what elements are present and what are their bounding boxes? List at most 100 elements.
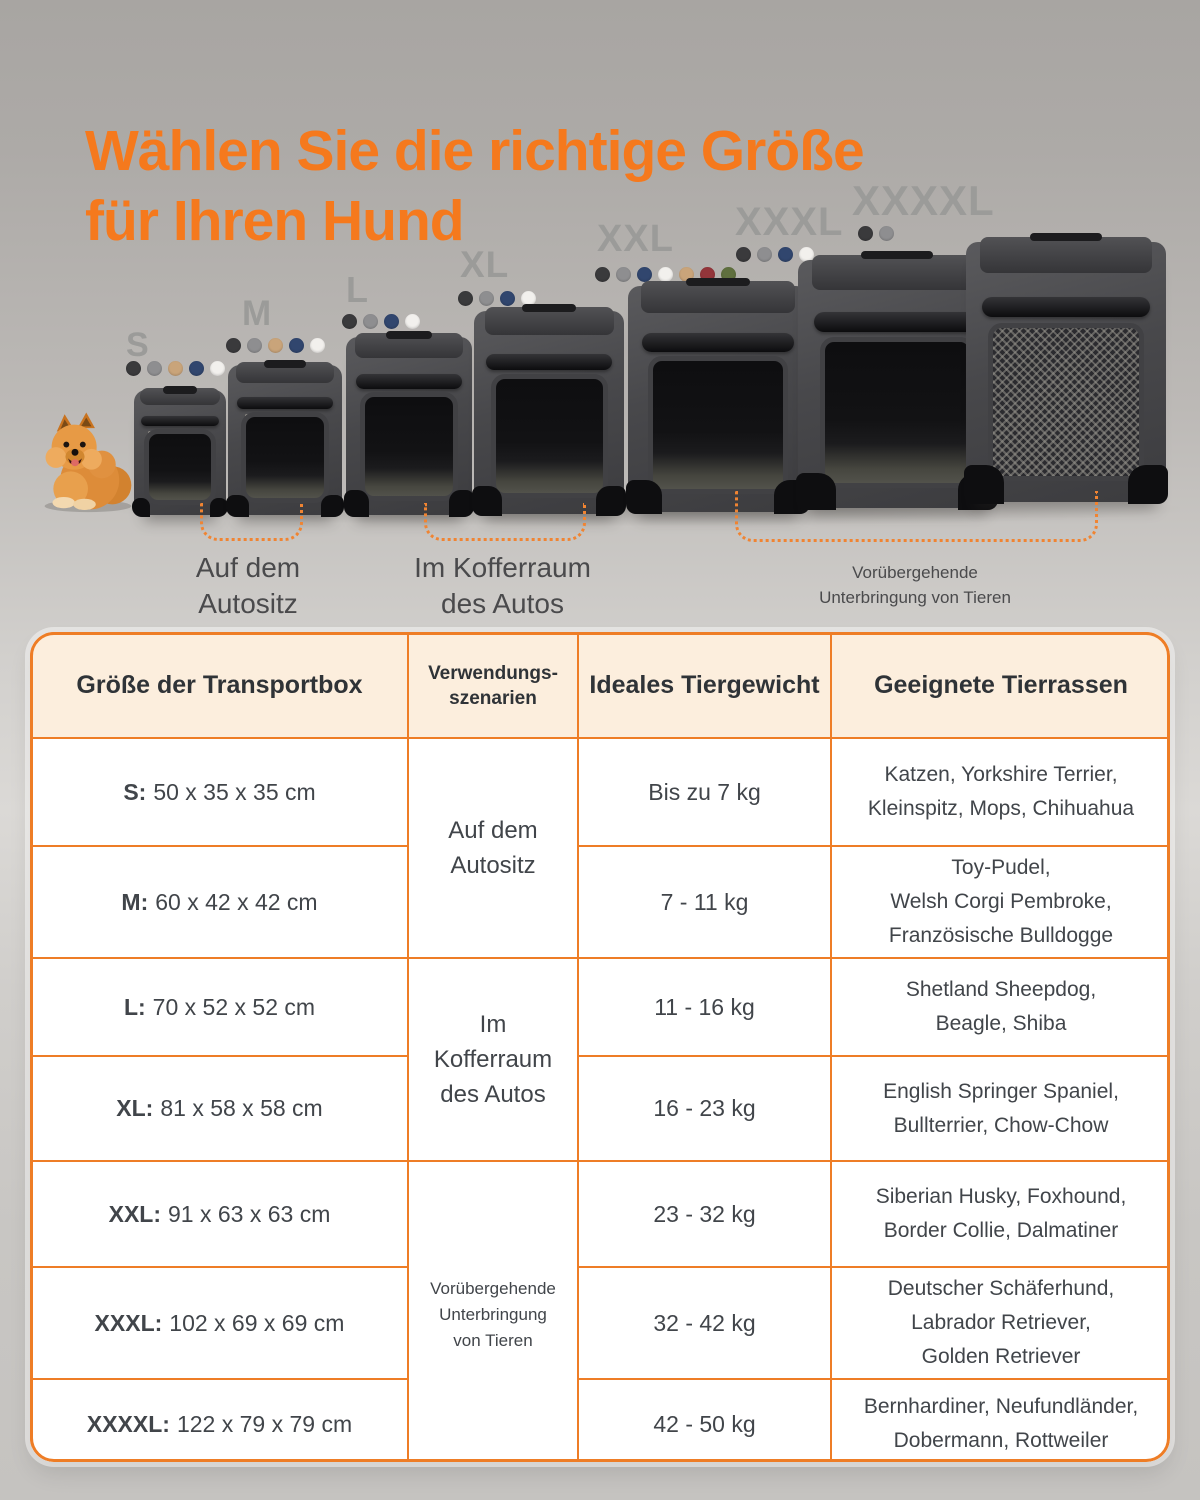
carrier-corner-guard xyxy=(472,485,502,516)
color-option-dot xyxy=(342,314,357,329)
carrier-corner-guard xyxy=(796,472,836,510)
pet-carrier-xxxl xyxy=(796,251,998,510)
size-dims: 91 x 63 x 63 cm xyxy=(168,1200,331,1227)
scenario-line: Vorübergehende xyxy=(430,1279,556,1298)
breeds-line: Französische Bulldogge xyxy=(888,924,1114,947)
pet-carrier-xxxxl xyxy=(964,232,1168,504)
scenario-line: Unterbringung xyxy=(439,1305,547,1324)
breeds-line: Kleinspitz, Mops, Chihuahua xyxy=(867,797,1135,820)
pet-carrier-l xyxy=(344,330,474,517)
header-ideal-weight: Ideales Tiergewicht xyxy=(577,632,832,739)
cell-breeds: Bernhardiner, Neufundländer, Dobermann, … xyxy=(830,1378,1170,1462)
carrier-mesh-window xyxy=(988,322,1144,482)
color-option-dot xyxy=(226,338,241,353)
size-prefix: L: xyxy=(123,993,146,1020)
color-dots-xxxl xyxy=(736,247,814,262)
carrier-corner-guard xyxy=(448,490,474,517)
color-option-dot xyxy=(736,247,751,262)
scenario-line: Auf dem xyxy=(448,817,538,844)
cell-weight: 16 - 23 kg xyxy=(577,1055,832,1162)
caption-car-trunk: Im Kofferraum des Autos xyxy=(380,550,625,622)
breeds-line: Siberian Husky, Foxhound, xyxy=(875,1185,1127,1208)
size-prefix: XL: xyxy=(116,1095,154,1121)
carrier-rolled-flap xyxy=(356,374,462,389)
breeds-line: English Springer Spaniel, xyxy=(883,1079,1119,1103)
table-row: XXXL: 102 x 69 x 69 cm 32 - 42 kg Deutsch… xyxy=(30,1266,1170,1380)
breeds-line: Labrador Retriever, xyxy=(911,1311,1091,1334)
size-prefix: XXXXL: xyxy=(86,1410,170,1437)
header-usage-line: szenarien xyxy=(449,687,537,709)
color-option-dot xyxy=(500,291,515,306)
breeds-line: Beagle, Shiba xyxy=(935,1012,1067,1035)
caption-line: Unterbringung von Tieren xyxy=(819,588,1011,607)
color-option-dot xyxy=(757,247,772,262)
carrier-handle xyxy=(163,385,197,394)
table-row: XL: 81 x 58 x 58 cm 16 - 23 kg English Sp… xyxy=(30,1055,1170,1162)
carrier-front-window xyxy=(490,373,608,498)
cell-size-xxxxl: XXXXL: 122 x 79 x 79 cm xyxy=(30,1378,409,1462)
bracket-temporary-housing xyxy=(735,491,1098,542)
size-prefix: M: xyxy=(121,888,149,915)
color-option-dot xyxy=(384,314,399,329)
header-usage-line: Verwendungs- xyxy=(428,662,558,684)
table-header-row: Größe der Transportbox Verwendungs- szen… xyxy=(30,632,1170,739)
size-group-xxl: XXL xyxy=(597,220,674,258)
header-usage-scenarios: Verwendungs- szenarien xyxy=(407,632,579,739)
carrier-front-window xyxy=(144,428,216,505)
color-dots-l xyxy=(342,314,420,329)
cell-size-xxl: XXL: 91 x 63 x 63 cm xyxy=(30,1160,409,1268)
breeds-line: Welsh Corgi Pembroke, xyxy=(890,890,1112,913)
breeds-line: Bullterrier, Chow-Chow xyxy=(893,1113,1109,1137)
carrier-rolled-flap xyxy=(642,333,794,352)
caption-line: Autositz xyxy=(198,588,298,619)
carrier-corner-guard xyxy=(596,485,626,516)
carrier-lid xyxy=(140,387,220,405)
carrier-handle xyxy=(264,359,306,368)
color-option-dot xyxy=(147,361,162,376)
size-label-s: S xyxy=(126,326,150,364)
cell-breeds: English Springer Spaniel, Bullterrier, C… xyxy=(830,1055,1170,1162)
cell-weight: 32 - 42 kg xyxy=(577,1266,832,1380)
carrier-corner-guard xyxy=(1128,465,1168,504)
table-row: XXL: 91 x 63 x 63 cm Vorübergehende Unter… xyxy=(30,1160,1170,1462)
breeds-line: Bernhardiner, Neufundländer, xyxy=(863,1395,1139,1418)
cell-breeds: Katzen, Yorkshire Terrier, Kleinspitz, M… xyxy=(830,737,1170,847)
carrier-handle xyxy=(522,303,576,312)
color-option-dot xyxy=(879,226,894,241)
color-option-dot xyxy=(799,247,814,262)
caption-line: Vorübergehende xyxy=(852,563,978,582)
color-option-dot xyxy=(168,361,183,376)
carrier-front-window xyxy=(819,336,975,489)
breeds-line: Border Collie, Dalmatiner xyxy=(883,1219,1119,1242)
size-dims: 50 x 35 x 35 cm xyxy=(153,778,316,805)
carrier-handle xyxy=(685,278,751,287)
color-option-dot xyxy=(247,338,262,353)
color-option-dot xyxy=(268,338,283,353)
pomeranian-dog-photo xyxy=(44,412,132,513)
size-dims: 70 x 52 x 52 cm xyxy=(152,993,316,1020)
cell-weight: 7 - 11 kg xyxy=(577,845,832,959)
color-option-dot xyxy=(637,267,652,282)
color-dots-xl xyxy=(458,291,536,306)
table-row: M: 60 x 42 x 42 cm 7 - 11 kg Toy-Pudel, W… xyxy=(30,845,1170,959)
bracket-car-seat xyxy=(200,503,303,541)
size-group-l: L xyxy=(346,272,369,308)
breeds-line: Golden Retriever xyxy=(921,1345,1081,1368)
color-option-dot xyxy=(405,314,420,329)
color-dots-xxxxl xyxy=(858,226,894,241)
carrier-corner-guard xyxy=(626,480,662,514)
scenario-line: Autositz xyxy=(450,852,536,879)
size-group-s: S xyxy=(126,328,150,362)
size-dims: 81 x 58 x 58 cm xyxy=(160,1095,323,1121)
table-row: XXXXL: 122 x 79 x 79 cm 42 - 50 kg Bernha… xyxy=(30,1378,1170,1462)
size-group-m: M xyxy=(242,296,272,331)
caption-line: des Autos xyxy=(441,588,564,619)
pet-carrier-m xyxy=(226,359,344,517)
color-option-dot xyxy=(189,361,204,376)
bracket-car-trunk xyxy=(424,503,586,541)
color-option-dot xyxy=(289,338,304,353)
header-suitable-breeds: Geeignete Tierrassen xyxy=(830,632,1170,739)
caption-car-seat: Auf dem Autositz xyxy=(148,550,348,622)
color-option-dot xyxy=(458,291,473,306)
